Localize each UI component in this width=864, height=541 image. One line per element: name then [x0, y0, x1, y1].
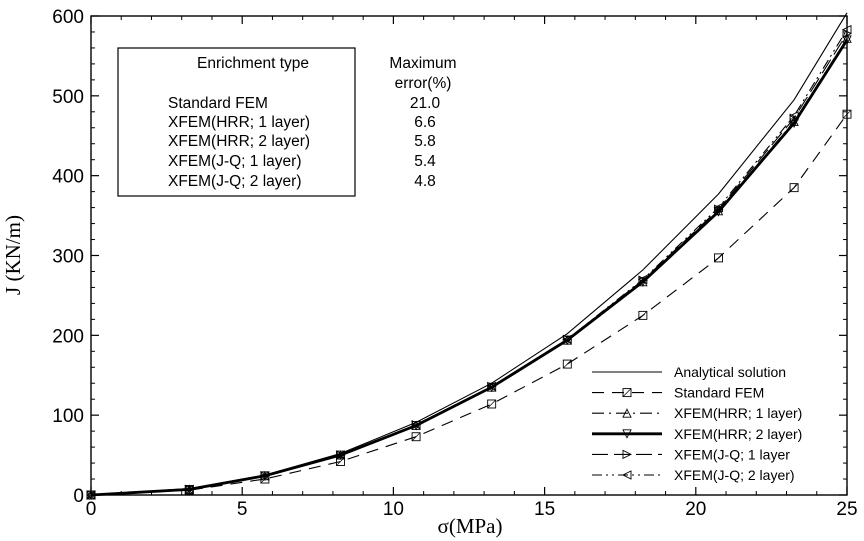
- y-tick-label: 200: [52, 326, 84, 347]
- series-line: [90, 113, 848, 496]
- square-marker-diagonal: [563, 359, 572, 369]
- triangle-right-marker: [622, 449, 633, 460]
- square-marker: [714, 253, 723, 263]
- triangle-left-marker: [259, 471, 270, 481]
- legend: Analytical solution Standard FEM XFEM(HRR;…: [592, 364, 802, 483]
- y-tick-label: 500: [52, 87, 84, 108]
- square-marker: [622, 388, 632, 398]
- table-row-label: XFEM(HRR; 1 layer): [168, 114, 310, 131]
- table-row-value: 21.0: [410, 95, 441, 112]
- y-tick-label: 100: [52, 406, 84, 427]
- triangle-right-marker: [789, 113, 800, 123]
- x-tick-label: 15: [534, 499, 555, 520]
- square-marker: [638, 310, 648, 320]
- square-marker-diagonal: [487, 399, 496, 409]
- square-marker-diagonal: [789, 183, 799, 192]
- error-table-frame: [117, 47, 356, 197]
- ticks-group: 0 5 10 15 20 25 0 100 200 300 400 500 600: [52, 7, 857, 520]
- x-axis-title: σ(MPa): [438, 514, 503, 538]
- y-tick-label: 300: [52, 247, 84, 268]
- y-tick-label: 600: [52, 7, 84, 28]
- table-row-label: XFEM(HRR; 2 layer): [168, 133, 310, 150]
- triangle-right-marker: [638, 275, 648, 285]
- table-row-value: 5.4: [414, 153, 436, 170]
- square-marker-diagonal: [622, 388, 632, 397]
- legend-label: Analytical solution: [674, 364, 786, 380]
- legend-label: XFEM(HRR; 1 layer): [674, 405, 802, 421]
- triangle-left-marker: [184, 484, 194, 495]
- legend-label: XFEM(J-Q; 1 layer: [674, 446, 790, 462]
- triangle-left-marker: [562, 334, 572, 345]
- table-row-value: 4.8: [414, 173, 436, 190]
- triangle-left-marker: [486, 381, 497, 392]
- series-line: [90, 29, 848, 496]
- legend-label: XFEM(J-Q; 2 layer): [674, 467, 795, 483]
- table-row-value: 6.6: [414, 114, 436, 131]
- square-marker-diagonal: [714, 253, 723, 263]
- x-tick-label: 0: [86, 499, 97, 520]
- y-tick-label: 400: [52, 167, 84, 188]
- x-tick-label: 10: [383, 499, 404, 520]
- triangle-left-marker: [335, 450, 345, 460]
- x-tick-label: 20: [685, 499, 706, 520]
- table-header-maximum: Maximum: [389, 55, 456, 72]
- x-tick-label: 25: [836, 499, 857, 520]
- error-table: Enrichment type Maximum error(%) Standar…: [117, 47, 457, 197]
- square-marker: [487, 399, 497, 409]
- table-row-label: XFEM(J-Q; 2 layer): [168, 173, 301, 190]
- table-header-error: error(%): [395, 75, 452, 92]
- square-marker-diagonal: [638, 311, 648, 320]
- square-marker: [789, 183, 799, 193]
- table-header-type: Enrichment type: [197, 55, 309, 72]
- triangle-up-marker: [622, 408, 632, 418]
- y-tick-label: 0: [73, 486, 84, 507]
- square-marker: [411, 432, 421, 442]
- square-marker-diagonal: [411, 432, 421, 441]
- triangle-left-marker: [411, 420, 421, 430]
- triangle-down-marker: [260, 471, 270, 481]
- triangle-left-marker: [637, 274, 648, 285]
- legend-label: Standard FEM: [674, 385, 764, 401]
- y-axis-title: J (KN/m): [1, 215, 25, 295]
- series-group: [85, 12, 853, 501]
- triangle-left-marker: [713, 202, 723, 213]
- series-line: [90, 39, 849, 497]
- square-marker: [562, 359, 572, 369]
- legend-label: XFEM(HRR; 2 layer): [674, 426, 802, 442]
- x-tick-label: 5: [237, 499, 248, 520]
- triangle-left-marker: [789, 111, 799, 121]
- table-row-value: 5.8: [414, 133, 436, 150]
- table-row-label: XFEM(J-Q; 1 layer): [168, 153, 301, 170]
- triangle-down-marker: [622, 429, 632, 439]
- triangle-left-marker: [621, 470, 632, 480]
- table-row-label: Standard FEM: [168, 95, 268, 112]
